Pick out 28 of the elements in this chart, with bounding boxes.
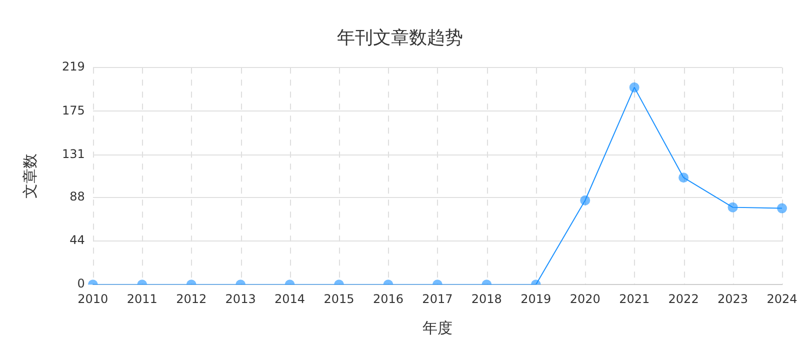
- y-tick-label: 88: [70, 190, 85, 204]
- point: [777, 203, 787, 214]
- y-axis-title: 文章数: [20, 154, 39, 199]
- point: [678, 172, 689, 183]
- x-tick-label: 2017: [422, 292, 453, 306]
- x-tick-label: 2013: [225, 292, 256, 306]
- y-tick-label: 44: [70, 233, 85, 248]
- x-tick-label: 2021: [619, 292, 650, 306]
- x-tick-label: 2010: [78, 292, 108, 306]
- y-tick-label: 175: [62, 103, 85, 118]
- x-tick-label: 2020: [570, 292, 600, 306]
- x-tick-label: 2024: [766, 292, 798, 306]
- x-tick-label: 2015: [324, 292, 354, 306]
- point: [728, 202, 738, 212]
- x-tick-label: 2018: [471, 292, 502, 306]
- x-tick-label: 2016: [372, 292, 404, 306]
- point: [580, 195, 590, 206]
- x-tick-label: 2019: [520, 292, 552, 306]
- y-tick-label: 0: [77, 276, 85, 291]
- chart-title: 年刊文章数趋势: [337, 27, 463, 48]
- x-tick-label: 2012: [176, 292, 207, 306]
- x-tick-label: 2023: [718, 292, 748, 306]
- x-tick-label: 2014: [274, 292, 306, 306]
- x-tick-label: 2022: [668, 292, 699, 306]
- y-tick-label: 131: [62, 146, 85, 161]
- x-tick-label: 2011: [126, 292, 158, 306]
- x-axis-title: 年度: [422, 318, 452, 337]
- y-tick-label: 219: [62, 60, 85, 74]
